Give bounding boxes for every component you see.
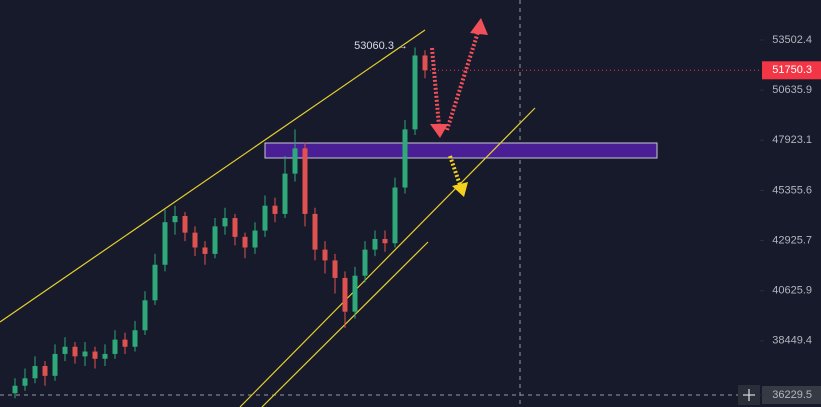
- candle-body: [262, 205, 268, 231]
- candle-body: [172, 215, 178, 223]
- candle-body: [412, 55, 418, 130]
- arrowhead: [452, 182, 468, 197]
- candle-body: [52, 353, 58, 376]
- candle-body: [152, 264, 158, 301]
- crosshair-price-bg: [762, 385, 821, 404]
- candle-body: [242, 236, 248, 248]
- arrow: [445, 31, 480, 131]
- arrowhead: [470, 18, 488, 35]
- candle-body: [162, 222, 168, 265]
- arrow: [448, 155, 462, 186]
- y-tick-label: 50635.9: [772, 84, 812, 96]
- candle-body: [122, 339, 128, 347]
- candle-body: [212, 226, 218, 254]
- candle-body: [92, 351, 98, 359]
- candle-body: [12, 385, 18, 394]
- candle-body: [302, 148, 308, 214]
- candle-body: [112, 339, 118, 354]
- y-tick-label: 36229.5: [772, 389, 812, 401]
- candle-body: [182, 215, 188, 233]
- candle-body: [132, 330, 138, 347]
- candle-body: [192, 232, 198, 248]
- candle-body: [202, 247, 208, 254]
- y-tick-label: 42925.7: [772, 234, 812, 246]
- trend-line: [239, 107, 536, 407]
- candle-body: [42, 366, 48, 376]
- trend-line: [0, 29, 426, 323]
- plus-icon: [743, 389, 755, 401]
- candle-body: [292, 148, 298, 174]
- candle-body: [422, 55, 428, 71]
- candle-body: [82, 351, 88, 357]
- arrowhead: [430, 124, 448, 138]
- y-tick-label: 45355.6: [772, 184, 812, 196]
- candle-body: [322, 249, 328, 261]
- y-tick-label: 40625.9: [772, 285, 812, 297]
- candle-body: [32, 366, 38, 379]
- candle-body: [222, 218, 228, 227]
- candle-body: [62, 346, 68, 354]
- candle-body: [372, 238, 378, 250]
- candle-body: [272, 205, 278, 214]
- candle-body: [362, 249, 368, 276]
- price-axis: 53502.4 50635.9 47923.1 45355.6 42925.7 40625…: [430, 34, 821, 404]
- candle-body: [102, 353, 108, 359]
- zone-rectangle: [264, 142, 658, 159]
- candle-body: [232, 218, 238, 237]
- y-tick-label: 53502.4: [772, 34, 812, 46]
- candle-body: [72, 346, 78, 357]
- candle-body: [312, 213, 318, 250]
- y-tick-label: 47923.1: [772, 134, 812, 146]
- last-price-label: 51750.3: [772, 64, 812, 76]
- add-button[interactable]: [738, 385, 760, 405]
- price-annotation: 53060.3 →: [354, 40, 408, 52]
- candle-body: [402, 129, 408, 188]
- y-tick-label: 38449.4: [772, 335, 812, 347]
- candle-body: [352, 275, 358, 312]
- candle-body: [382, 238, 388, 244]
- candle-body: [342, 277, 348, 312]
- last-price-bg: [762, 61, 821, 80]
- candle-body: [142, 300, 148, 331]
- candle-body: [282, 173, 288, 214]
- candle-body: [332, 260, 338, 278]
- candle-body: [22, 378, 28, 386]
- candles: [12, 47, 428, 399]
- arrows: [430, 18, 488, 197]
- arrow: [430, 47, 441, 127]
- candle-body: [252, 230, 258, 248]
- candle-body: [392, 187, 398, 244]
